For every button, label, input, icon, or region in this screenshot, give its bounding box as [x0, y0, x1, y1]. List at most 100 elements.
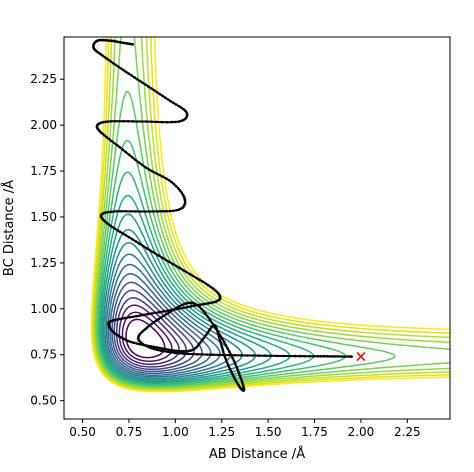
trajectory-point [141, 343, 145, 346]
contour-line [93, 37, 450, 390]
trajectory-point [164, 347, 167, 351]
trajectory-point [130, 156, 134, 159]
trajectory-point [172, 101, 175, 105]
trajectory-point [150, 87, 153, 90]
trajectory-point [170, 180, 173, 184]
trajectory-point [164, 209, 168, 213]
trajectory-point [161, 347, 165, 350]
trajectory-point [150, 322, 153, 326]
y-tick-label: 2.25 [30, 72, 57, 86]
trajectory-point [107, 120, 110, 123]
trajectory-point [217, 336, 221, 340]
trajectory-point [107, 58, 111, 62]
trajectory-point [120, 317, 124, 320]
trajectory-point [162, 310, 166, 313]
contour-line [111, 281, 203, 373]
trajectory-point [147, 85, 150, 88]
trajectory-point [181, 193, 185, 197]
trajectory-point [155, 346, 159, 349]
trajectory-point [124, 234, 128, 237]
trajectory-point [133, 76, 136, 79]
trajectory-point [112, 62, 115, 65]
trajectory-point [350, 355, 353, 358]
trajectory-point [209, 301, 213, 305]
trajectory-point [177, 349, 181, 353]
trajectory-point [140, 120, 144, 123]
trajectory-point [308, 354, 312, 358]
trajectory-point [226, 363, 230, 367]
trajectory-point [145, 120, 148, 123]
trajectory-point [153, 347, 156, 351]
trajectory-point [209, 285, 212, 289]
trajectory-point [287, 354, 291, 358]
trajectory-point [204, 282, 207, 285]
trajectory-point [152, 89, 156, 92]
trajectory-point [299, 354, 302, 358]
trajectory-point [174, 351, 177, 355]
x-tick-label: 2.25 [394, 425, 421, 439]
trajectory-point [233, 362, 237, 366]
trajectory-point [328, 355, 332, 358]
plot-frame [63, 36, 451, 420]
trajectory-point [169, 99, 172, 103]
trajectory-point [152, 345, 155, 349]
trajectory-point [161, 94, 164, 98]
contour-line [98, 171, 315, 385]
trajectory-point [177, 104, 181, 108]
trajectory-point [337, 355, 341, 358]
trajectory-point [103, 134, 106, 137]
trajectory-point [232, 359, 236, 363]
trajectory-point [164, 96, 167, 99]
trajectory-point [186, 352, 190, 356]
trajectory-point [119, 336, 123, 339]
trajectory-point [167, 178, 171, 182]
trajectory-point [226, 347, 229, 350]
trajectory-point [185, 302, 188, 305]
trajectory-point [180, 106, 183, 110]
trajectory-point [275, 354, 279, 358]
trajectory-point [156, 210, 159, 213]
trajectory-point [224, 343, 228, 347]
trajectory-point [184, 349, 187, 353]
trajectory-point [175, 103, 178, 106]
trajectory-point [135, 342, 138, 345]
trajectory-point [281, 354, 285, 358]
x-tick-label: 0.50 [69, 425, 96, 439]
trajectory-point [231, 356, 234, 360]
trajectory-point [134, 240, 138, 243]
trajectory-point [239, 375, 242, 379]
trajectory-point [148, 210, 151, 213]
end-marker [356, 352, 366, 362]
trajectory-point [107, 223, 110, 226]
trajectory-point [235, 365, 238, 368]
contour-line [104, 241, 243, 380]
trajectory-point [131, 315, 135, 319]
trajectory-point [151, 170, 154, 173]
trajectory-point [172, 349, 176, 352]
trajectory-point [178, 352, 181, 355]
trajectory-point [123, 316, 126, 320]
trajectory-point [104, 120, 108, 123]
trajectory-point [158, 346, 162, 350]
trajectory-point [188, 272, 192, 276]
x-tick-label: 1.50 [255, 425, 282, 439]
trajectory-point [216, 353, 220, 357]
trajectory-point [218, 338, 222, 342]
trajectory-point [186, 305, 189, 309]
trajectory-point [199, 303, 202, 306]
trajectory-point [145, 345, 149, 348]
trajectory-point [201, 353, 204, 356]
trajectory-point [208, 318, 212, 322]
trajectory-point [347, 355, 350, 358]
trajectory-point [127, 153, 131, 156]
trajectory-point [204, 312, 207, 316]
trajectory-point [124, 70, 128, 74]
trajectory-point [165, 120, 169, 124]
contour-line [105, 253, 232, 378]
trajectory-point [129, 210, 132, 213]
trajectory-point [134, 210, 137, 213]
trajectory-point [169, 309, 173, 313]
trajectory-point [239, 377, 243, 381]
trajectory-point [131, 120, 135, 123]
